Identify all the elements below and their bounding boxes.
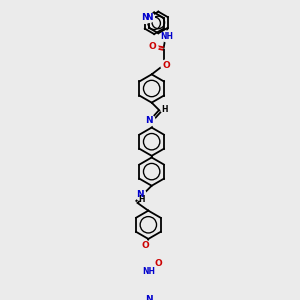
Text: N: N bbox=[146, 295, 153, 300]
Text: N: N bbox=[146, 116, 153, 124]
Text: H: H bbox=[161, 105, 167, 114]
Text: N: N bbox=[136, 190, 144, 199]
Text: N: N bbox=[141, 14, 148, 22]
Text: O: O bbox=[162, 61, 170, 70]
Text: O: O bbox=[142, 241, 150, 250]
Text: NH: NH bbox=[142, 267, 155, 276]
Text: O: O bbox=[154, 259, 162, 268]
Text: H: H bbox=[138, 195, 145, 204]
Text: N: N bbox=[145, 13, 153, 22]
Text: NH: NH bbox=[160, 32, 173, 40]
Text: O: O bbox=[148, 43, 156, 52]
